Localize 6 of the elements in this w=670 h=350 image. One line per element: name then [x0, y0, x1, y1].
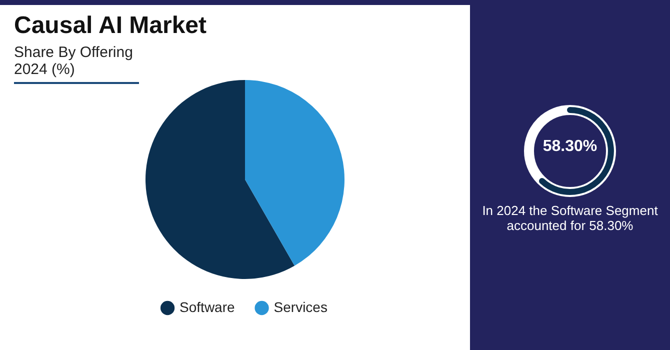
legend-label: Services [274, 298, 328, 315]
text: In 2024 the Software Segment accounted for 58.30% [481, 203, 659, 233]
chart-title: Causal AI Market [14, 12, 207, 40]
legend-label: Software [180, 298, 235, 315]
chart-subtitle: Share By Offering 2024 (%) [14, 44, 139, 84]
text: 58.30% [542, 138, 598, 156]
